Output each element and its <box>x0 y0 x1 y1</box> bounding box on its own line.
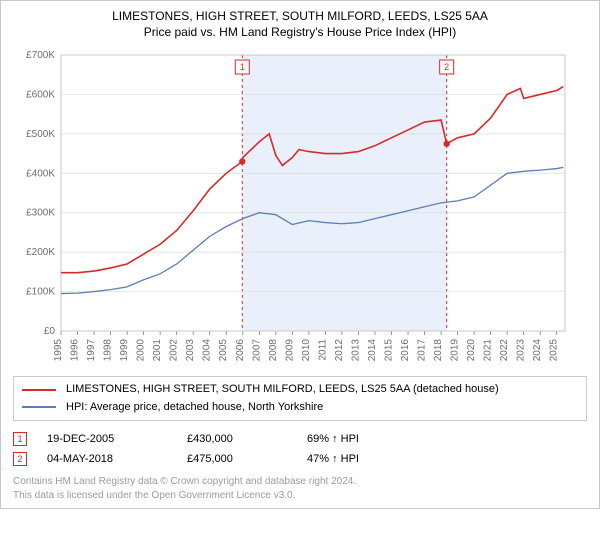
svg-text:1999: 1999 <box>119 339 130 362</box>
svg-text:2005: 2005 <box>218 339 229 362</box>
svg-text:2009: 2009 <box>284 339 295 362</box>
svg-text:2025: 2025 <box>549 339 560 362</box>
svg-text:2008: 2008 <box>268 339 279 362</box>
annotation-row: 1 19-DEC-2005 £430,000 69% ↑ HPI <box>13 429 587 449</box>
svg-text:£0: £0 <box>44 326 56 337</box>
svg-text:2023: 2023 <box>516 339 527 362</box>
svg-text:2022: 2022 <box>499 339 510 362</box>
svg-text:2014: 2014 <box>367 339 378 362</box>
svg-text:2010: 2010 <box>301 339 312 362</box>
annotation-price: £430,000 <box>187 433 307 445</box>
svg-text:1: 1 <box>240 62 245 72</box>
chart-container: LIMESTONES, HIGH STREET, SOUTH MILFORD, … <box>0 0 600 509</box>
annotation-pct: 47% ↑ HPI <box>307 453 427 465</box>
annotation-date: 04-MAY-2018 <box>47 453 187 465</box>
attribution: Contains HM Land Registry data © Crown c… <box>13 475 587 502</box>
legend-item: HPI: Average price, detached house, Nort… <box>22 399 578 417</box>
svg-text:1997: 1997 <box>86 339 97 362</box>
svg-text:2017: 2017 <box>417 339 428 362</box>
chart-title: LIMESTONES, HIGH STREET, SOUTH MILFORD, … <box>13 9 587 23</box>
annotation-table: 1 19-DEC-2005 £430,000 69% ↑ HPI 2 04-MA… <box>13 429 587 469</box>
svg-text:2013: 2013 <box>350 339 361 362</box>
svg-text:1996: 1996 <box>70 339 81 362</box>
annotation-marker-id: 1 <box>17 434 22 444</box>
legend-swatch <box>22 406 56 408</box>
svg-text:2020: 2020 <box>466 339 477 362</box>
svg-text:2006: 2006 <box>235 339 246 362</box>
legend-swatch <box>22 389 56 391</box>
svg-text:2011: 2011 <box>317 339 328 361</box>
legend-item: LIMESTONES, HIGH STREET, SOUTH MILFORD, … <box>22 381 578 399</box>
svg-text:2004: 2004 <box>202 339 213 362</box>
svg-text:2018: 2018 <box>433 339 444 362</box>
annotation-marker-icon: 1 <box>13 432 27 446</box>
svg-text:2019: 2019 <box>450 339 461 362</box>
svg-text:2024: 2024 <box>532 339 543 362</box>
svg-text:£300K: £300K <box>26 208 55 219</box>
svg-text:2021: 2021 <box>483 339 494 362</box>
legend-label: HPI: Average price, detached house, Nort… <box>66 399 323 417</box>
attribution-line: This data is licensed under the Open Gov… <box>13 489 587 503</box>
svg-text:2003: 2003 <box>185 339 196 362</box>
svg-text:2001: 2001 <box>152 339 163 362</box>
svg-text:1995: 1995 <box>53 339 64 362</box>
svg-text:2007: 2007 <box>251 339 262 362</box>
svg-text:2002: 2002 <box>169 339 180 362</box>
svg-text:2015: 2015 <box>383 339 394 362</box>
legend-label: LIMESTONES, HIGH STREET, SOUTH MILFORD, … <box>66 381 499 399</box>
svg-text:£400K: £400K <box>26 168 55 179</box>
svg-text:2012: 2012 <box>334 339 345 362</box>
attribution-line: Contains HM Land Registry data © Crown c… <box>13 475 587 489</box>
annotation-row: 2 04-MAY-2018 £475,000 47% ↑ HPI <box>13 449 587 469</box>
annotation-date: 19-DEC-2005 <box>47 433 187 445</box>
annotation-marker-id: 2 <box>17 454 22 464</box>
annotation-price: £475,000 <box>187 453 307 465</box>
svg-text:2016: 2016 <box>400 339 411 362</box>
svg-text:1998: 1998 <box>103 339 114 362</box>
chart-subtitle: Price paid vs. HM Land Registry's House … <box>13 25 587 39</box>
legend: LIMESTONES, HIGH STREET, SOUTH MILFORD, … <box>13 376 587 421</box>
svg-text:£500K: £500K <box>26 129 55 140</box>
annotation-pct: 69% ↑ HPI <box>307 433 427 445</box>
svg-text:£200K: £200K <box>26 247 55 258</box>
line-chart-svg: £0 £100K £200K £300K £400K £500K £600K £700K 199… <box>13 45 573 365</box>
svg-text:£100K: £100K <box>26 287 55 298</box>
annotation-marker-icon: 2 <box>13 452 27 466</box>
svg-text:2: 2 <box>444 62 449 72</box>
svg-text:2000: 2000 <box>136 339 147 362</box>
svg-text:£700K: £700K <box>26 50 55 61</box>
plot-area: £0 £100K £200K £300K £400K £500K £600K £700K 199… <box>13 45 587 370</box>
svg-text:£600K: £600K <box>26 89 55 100</box>
